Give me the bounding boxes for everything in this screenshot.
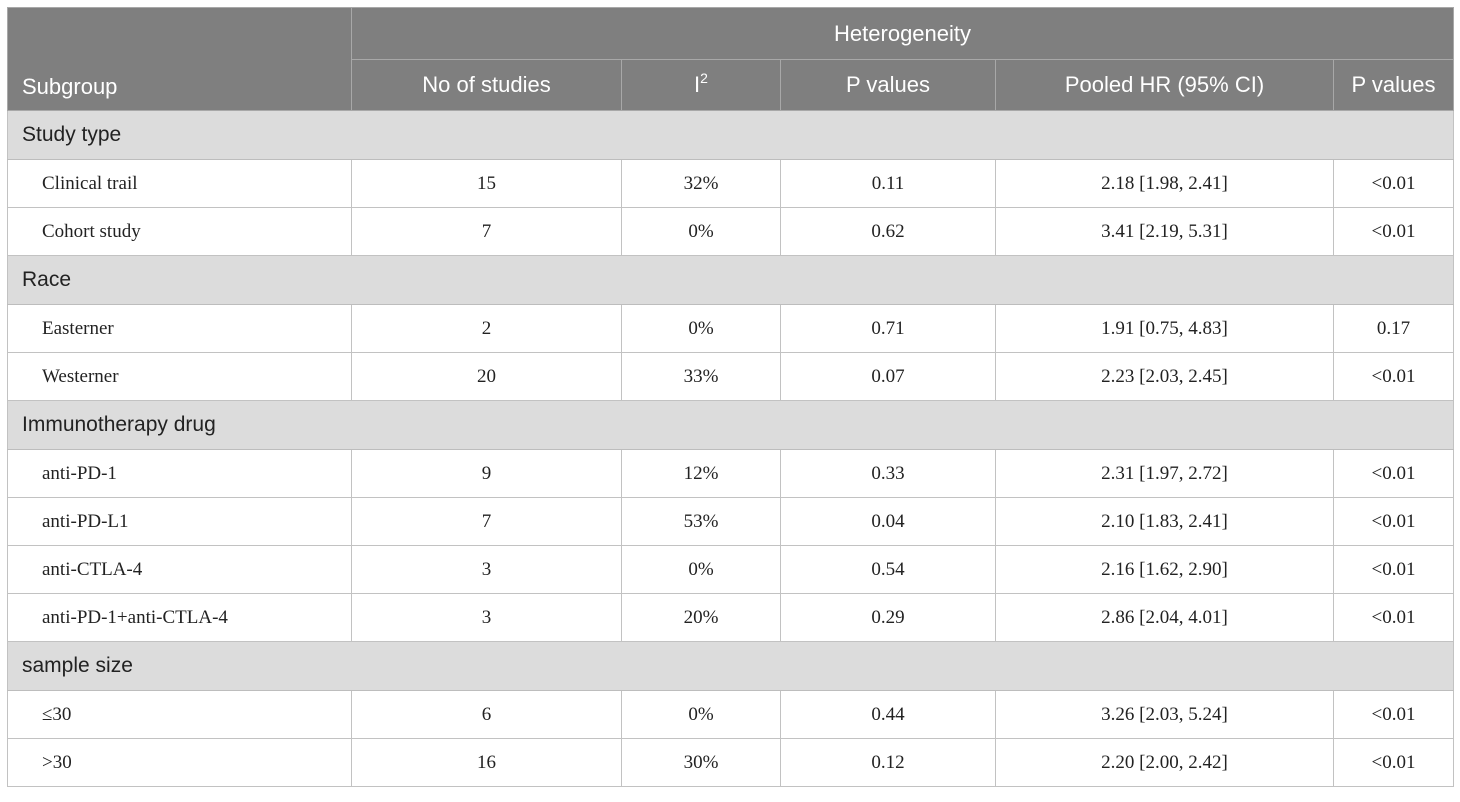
cell-hr: 3.41 [2.19, 5.31] xyxy=(995,207,1334,256)
cell-i2: 0% xyxy=(621,207,781,256)
cell-studies: 6 xyxy=(351,690,622,739)
cell-studies: 9 xyxy=(351,449,622,498)
cell-hr: 2.20 [2.00, 2.42] xyxy=(995,738,1334,787)
cell-studies: 7 xyxy=(351,497,622,546)
category-label: Study type xyxy=(7,110,1454,160)
table-row: anti-CTLA-4 3 0% 0.54 2.16 [1.62, 2.90] … xyxy=(7,545,1455,594)
header-row-bottom: No of studies I2 P values Pooled HR (95%… xyxy=(8,59,1455,111)
category-label: Immunotherapy drug xyxy=(7,400,1454,450)
cell-hr: 1.91 [0.75, 4.83] xyxy=(995,304,1334,353)
cell-p: <0.01 xyxy=(1332,449,1455,498)
category-label: Race xyxy=(7,255,1454,305)
table-row: >30 16 30% 0.12 2.20 [2.00, 2.42] <0.01 xyxy=(7,738,1455,787)
cell-i2: 0% xyxy=(621,545,781,594)
header-i2-base: I xyxy=(694,72,701,97)
header-row-top: Subgroup Heterogeneity xyxy=(7,7,1455,111)
cell-p: <0.01 xyxy=(1332,497,1455,546)
category-row: Study type xyxy=(7,110,1454,160)
header-p-values-heterogeneity: P values xyxy=(780,59,996,111)
table-row: Westerner 20 33% 0.07 2.23 [2.03, 2.45] … xyxy=(7,352,1455,401)
table-row: Clinical trail 15 32% 0.11 2.18 [1.98, 2… xyxy=(7,159,1455,208)
row-label: Clinical trail xyxy=(7,159,352,208)
table-row: anti-PD-1+anti-CTLA-4 3 20% 0.29 2.86 [2… xyxy=(7,593,1455,642)
cell-studies: 3 xyxy=(351,593,622,642)
cell-hr: 2.18 [1.98, 2.41] xyxy=(995,159,1334,208)
table-body: Study type Clinical trail 15 32% 0.11 2.… xyxy=(7,110,1455,787)
cell-p-het: 0.12 xyxy=(780,738,996,787)
cell-p-het: 0.33 xyxy=(780,449,996,498)
cell-p: <0.01 xyxy=(1332,207,1455,256)
cell-studies: 3 xyxy=(351,545,622,594)
cell-p-het: 0.44 xyxy=(780,690,996,739)
row-label: ≤30 xyxy=(7,690,352,739)
subgroup-analysis-table: Subgroup Heterogeneity No of studies I2 … xyxy=(7,7,1455,787)
header-no-of-studies: No of studies xyxy=(351,59,622,111)
table-row: Cohort study 7 0% 0.62 3.41 [2.19, 5.31]… xyxy=(7,207,1455,256)
cell-studies: 16 xyxy=(351,738,622,787)
cell-p: <0.01 xyxy=(1332,545,1455,594)
cell-i2: 53% xyxy=(621,497,781,546)
cell-p-het: 0.07 xyxy=(780,352,996,401)
cell-i2: 0% xyxy=(621,304,781,353)
row-label: Easterner xyxy=(7,304,352,353)
header-pooled-hr: Pooled HR (95% CI) xyxy=(995,59,1334,111)
header-p-values: P values xyxy=(1332,59,1455,111)
cell-p-het: 0.11 xyxy=(780,159,996,208)
header-i2: I2 xyxy=(621,59,781,111)
category-label: sample size xyxy=(7,641,1454,691)
cell-p-het: 0.04 xyxy=(780,497,996,546)
cell-p-het: 0.71 xyxy=(780,304,996,353)
table-row: ≤30 6 0% 0.44 3.26 [2.03, 5.24] <0.01 xyxy=(7,690,1455,739)
cell-studies: 7 xyxy=(351,207,622,256)
row-label: Westerner xyxy=(7,352,352,401)
cell-p: <0.01 xyxy=(1332,690,1455,739)
cell-studies: 20 xyxy=(351,352,622,401)
subgroup-table-container: Subgroup Heterogeneity No of studies I2 … xyxy=(7,7,1455,787)
cell-hr: 3.26 [2.03, 5.24] xyxy=(995,690,1334,739)
row-label: >30 xyxy=(7,738,352,787)
cell-hr: 2.10 [1.83, 2.41] xyxy=(995,497,1334,546)
row-label: anti-CTLA-4 xyxy=(7,545,352,594)
cell-i2: 20% xyxy=(621,593,781,642)
cell-i2: 30% xyxy=(621,738,781,787)
cell-studies: 2 xyxy=(351,304,622,353)
table-row: Easterner 2 0% 0.71 1.91 [0.75, 4.83] 0.… xyxy=(7,304,1455,353)
header-i2-superscript: 2 xyxy=(700,70,708,86)
cell-hr: 2.31 [1.97, 2.72] xyxy=(995,449,1334,498)
row-label: anti-PD-1 xyxy=(7,449,352,498)
cell-p-het: 0.62 xyxy=(780,207,996,256)
header-subgroup: Subgroup xyxy=(7,7,352,111)
cell-p: <0.01 xyxy=(1332,352,1455,401)
table-row: anti-PD-1 9 12% 0.33 2.31 [1.97, 2.72] <… xyxy=(7,449,1455,498)
cell-p-het: 0.54 xyxy=(780,545,996,594)
row-label: Cohort study xyxy=(7,207,352,256)
cell-studies: 15 xyxy=(351,159,622,208)
cell-hr: 2.86 [2.04, 4.01] xyxy=(995,593,1334,642)
row-label: anti-PD-L1 xyxy=(7,497,352,546)
category-row: Immunotherapy drug xyxy=(7,400,1454,450)
cell-hr: 2.23 [2.03, 2.45] xyxy=(995,352,1334,401)
cell-p: <0.01 xyxy=(1332,159,1455,208)
table-header: Subgroup Heterogeneity No of studies I2 … xyxy=(7,7,1455,111)
category-row: Race xyxy=(7,255,1454,305)
cell-i2: 12% xyxy=(621,449,781,498)
cell-i2: 33% xyxy=(621,352,781,401)
cell-p: <0.01 xyxy=(1332,593,1455,642)
cell-p: <0.01 xyxy=(1332,738,1455,787)
row-label: anti-PD-1+anti-CTLA-4 xyxy=(7,593,352,642)
cell-hr: 2.16 [1.62, 2.90] xyxy=(995,545,1334,594)
cell-i2: 0% xyxy=(621,690,781,739)
header-heterogeneity: Heterogeneity xyxy=(350,7,1455,60)
category-row: sample size xyxy=(7,641,1454,691)
cell-i2: 32% xyxy=(621,159,781,208)
table-row: anti-PD-L1 7 53% 0.04 2.10 [1.83, 2.41] … xyxy=(7,497,1455,546)
cell-p: 0.17 xyxy=(1332,304,1455,353)
cell-p-het: 0.29 xyxy=(780,593,996,642)
